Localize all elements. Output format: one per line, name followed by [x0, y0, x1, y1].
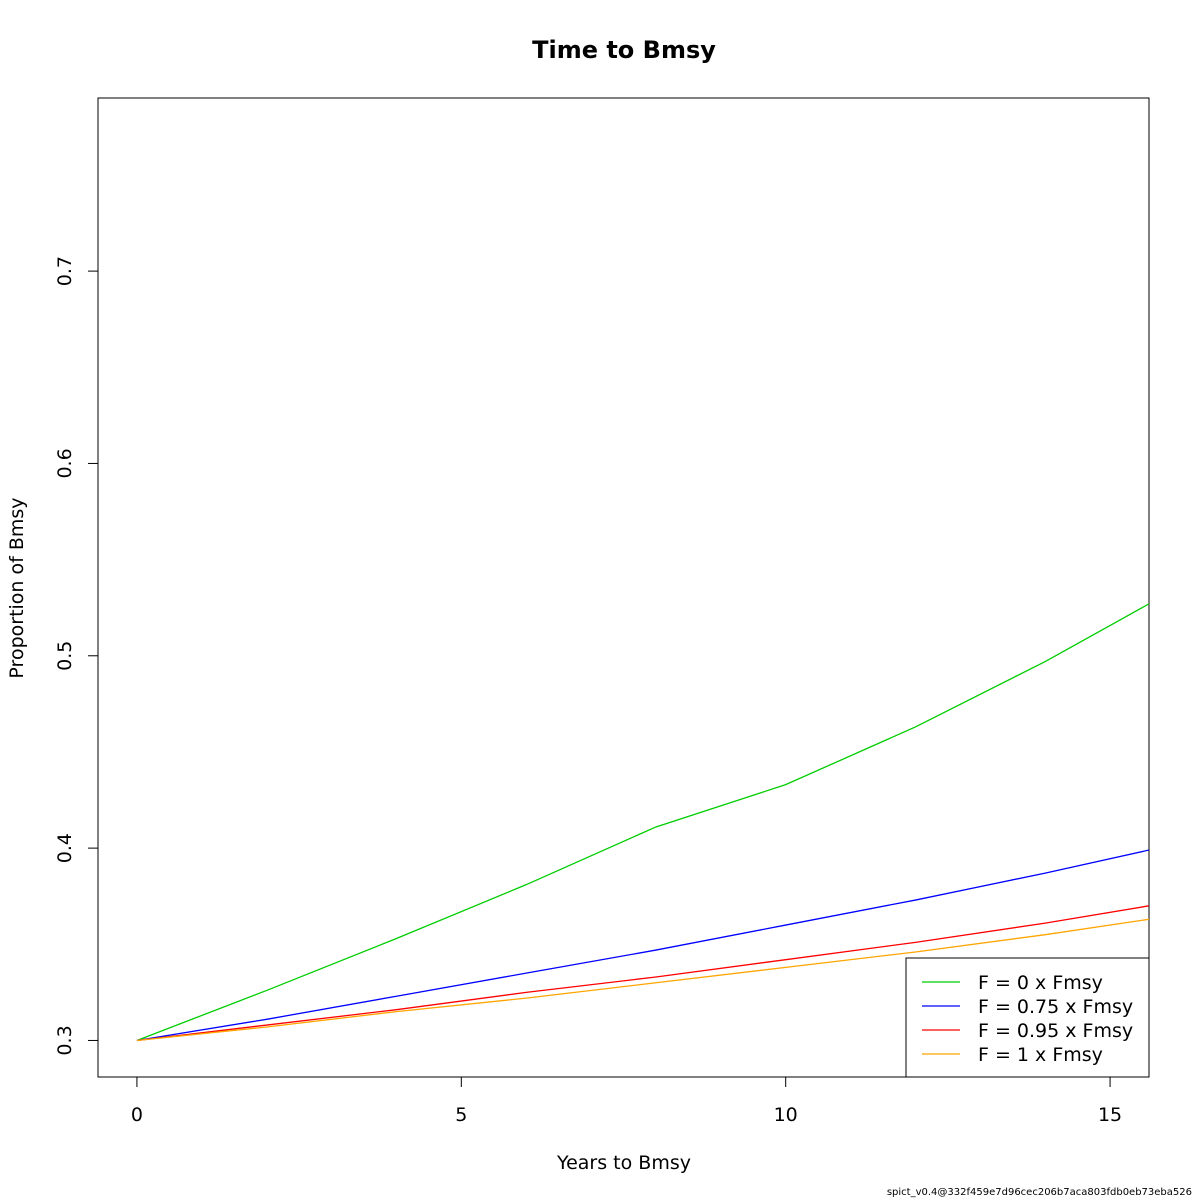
x-tick-label: 15: [1098, 1104, 1122, 1126]
y-tick-label: 0.3: [54, 1025, 76, 1055]
footer-version-text: spict_v0.4@332f459e7d96cec206b7aca803fdb…: [886, 1187, 1192, 1198]
series-line-1: [136, 849, 1150, 1042]
y-axis-label: Proportion of Bmsy: [6, 497, 28, 678]
series-lines: [136, 603, 1150, 1042]
series-line-0: [136, 603, 1150, 1042]
x-tick-label: 5: [455, 1104, 467, 1126]
legend-box: [905, 957, 1150, 1078]
legend-label-0: F = 0 x Fmsy: [978, 972, 1103, 994]
y-tick-label: 0.7: [54, 256, 76, 286]
y-tick-label: 0.4: [54, 833, 76, 863]
y-axis: 0.3 0.4 0.5 0.6 0.7: [54, 256, 98, 1056]
plot-frame: [97, 97, 1150, 1078]
legend-label-3: F = 1 x Fmsy: [978, 1044, 1103, 1066]
legend-label-1: F = 0.75 x Fmsy: [978, 996, 1133, 1018]
chart-title: Time to Bmsy: [532, 36, 716, 64]
series-line-2: [136, 905, 1150, 1042]
y-tick-label: 0.5: [54, 641, 76, 671]
x-axis: 0 5 10 15: [131, 1077, 1122, 1126]
y-tick-label: 0.6: [54, 448, 76, 478]
x-tick-label: 0: [131, 1104, 143, 1126]
legend-label-2: F = 0.95 x Fmsy: [978, 1020, 1133, 1042]
x-tick-label: 10: [774, 1104, 798, 1126]
series-line-3: [136, 918, 1150, 1042]
x-axis-label: Years to Bmsy: [556, 1152, 691, 1174]
